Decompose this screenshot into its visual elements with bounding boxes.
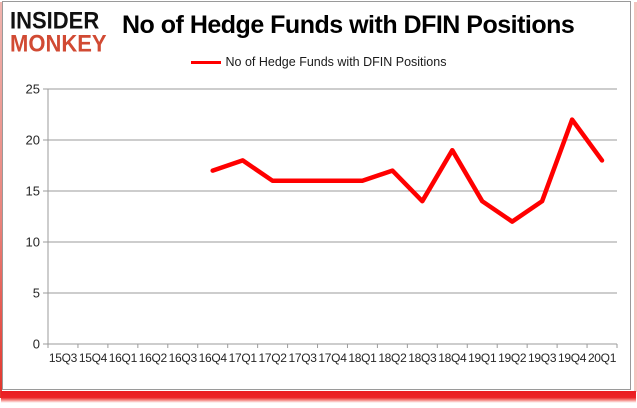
chart-frame-border [2, 1, 631, 390]
x-axis-label: 19Q1 [468, 351, 497, 365]
y-axis-label: 10 [26, 235, 40, 250]
left-red-edge [0, 2, 2, 398]
x-axis-label: 15Q4 [79, 351, 108, 365]
x-axis-label: 18Q3 [408, 351, 437, 365]
logo-text-monkey: MONKEY [10, 29, 107, 57]
x-axis-label: 17Q4 [318, 351, 347, 365]
x-axis-label: 16Q3 [169, 351, 198, 365]
y-axis-label: 5 [33, 286, 40, 301]
logo-text-insider: INSIDER [10, 6, 100, 34]
y-axis-label: 25 [26, 82, 40, 97]
legend-line-swatch [190, 60, 221, 64]
y-axis-label: 20 [26, 133, 40, 148]
x-axis-label: 19Q3 [528, 351, 557, 365]
right-pink-edge [634, 2, 637, 392]
x-axis-label: 20Q1 [588, 351, 617, 365]
insider-monkey-logo: INSIDER MONKEY [10, 6, 107, 57]
chart-title: No of Hedge Funds with DFIN Positions [122, 11, 575, 39]
series-line [210, 117, 605, 224]
x-axis-label: 16Q4 [199, 351, 228, 365]
x-axis-label: 19Q2 [498, 351, 527, 365]
x-axis-label: 18Q4 [438, 351, 467, 365]
x-axis-label: 16Q2 [139, 351, 168, 365]
y-axis-label: 15 [26, 184, 40, 199]
y-axis-label: 0 [33, 337, 40, 352]
x-axis-label: 16Q1 [109, 351, 138, 365]
chart-legend: No of Hedge Funds with DFIN Positions [0, 55, 637, 69]
x-axis-label: 18Q1 [348, 351, 377, 365]
x-axis-label: 17Q3 [288, 351, 317, 365]
bottom-red-bar [1, 391, 636, 403]
x-axis-label: 17Q2 [259, 351, 288, 365]
x-axis-label: 17Q1 [229, 351, 258, 365]
x-axis-label: 19Q4 [558, 351, 587, 365]
x-axis-label: 18Q2 [378, 351, 407, 365]
x-axis-label: 15Q3 [49, 351, 78, 365]
legend-label: No of Hedge Funds with DFIN Positions [225, 55, 447, 69]
